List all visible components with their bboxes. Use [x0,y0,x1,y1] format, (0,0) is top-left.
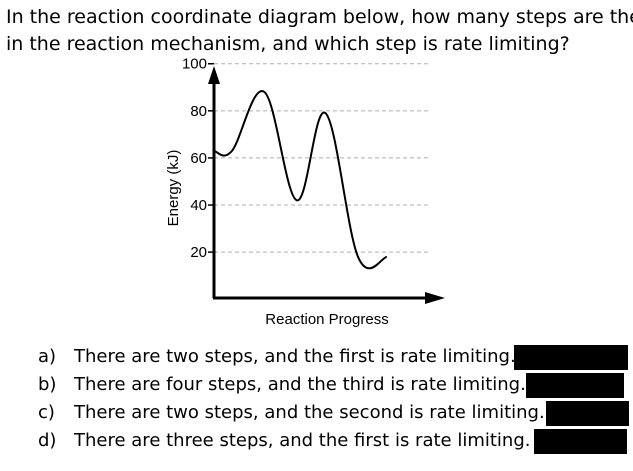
gridlines [214,63,428,253]
redaction-box-a [514,345,628,370]
option-c-letter: c) [38,402,55,423]
y-tick-label-20: 20 [190,244,207,261]
option-d-letter: d) [38,430,57,451]
option-b[interactable]: b) There are four steps, and the third is… [38,371,526,398]
option-c[interactable]: c) There are two steps, and the second is… [38,399,545,426]
y-tick-label-40: 40 [190,197,207,214]
question-line-1: In the reaction coordinate diagram below… [6,6,633,28]
y-tick-label-60: 60 [190,150,207,167]
option-c-text: There are two steps, and the second is r… [74,402,545,423]
option-d-text: There are three steps, and the first is … [74,430,531,451]
option-a-text: There are two steps, and the first is ra… [74,346,516,367]
option-b-text: There are four steps, and the third is r… [74,374,526,395]
y-axis-arrowhead [208,66,220,84]
option-b-letter: b) [38,374,57,395]
y-ticks: 20 40 60 80 100 [182,56,214,261]
redaction-box-d [534,429,627,454]
y-tick-label-80: 80 [190,103,207,120]
option-a-letter: a) [38,346,57,367]
x-axis-label: Reaction Progress [265,311,388,328]
option-d[interactable]: d) There are three steps, and the first i… [38,427,531,454]
option-a[interactable]: a) There are two steps, and the first is … [38,343,516,370]
redaction-box-c [546,401,629,426]
y-axis-label: Energy (kJ) [165,150,182,227]
redaction-box-b [526,373,624,398]
y-tick-label-100: 100 [182,56,207,73]
question-line-2: in the reaction mechanism, and which ste… [6,33,570,55]
energy-curve [213,90,388,270]
x-axis-arrowhead [425,292,445,304]
question-text: In the reaction coordinate diagram below… [6,4,633,58]
